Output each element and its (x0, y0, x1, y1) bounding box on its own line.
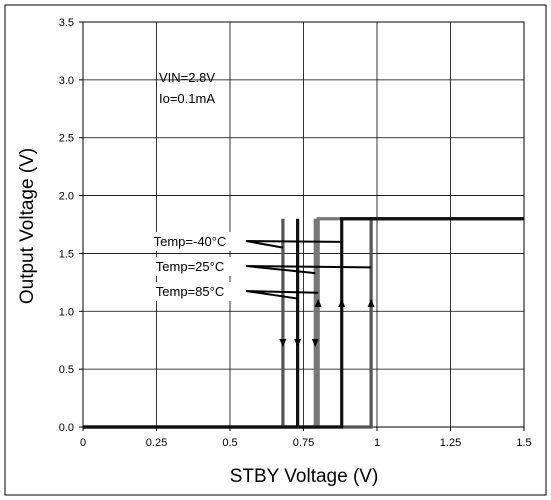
temp-label-bg (134, 257, 246, 276)
rise-arrow (367, 299, 375, 307)
series-line (83, 217, 524, 429)
y-tick-label: 1.0 (59, 306, 74, 318)
x-tick-label: 0 (80, 437, 86, 449)
temp-label-bg (134, 282, 246, 301)
y-tick-label: 2.5 (59, 133, 74, 145)
y-tick-label: 0.0 (59, 422, 74, 434)
fall-arrow (294, 339, 302, 347)
temp-label: Temp=85°C (156, 284, 224, 299)
leader-line (245, 290, 319, 294)
leader-line (245, 265, 372, 269)
y-tick-label: 3.0 (59, 75, 74, 87)
fall-arrow (279, 339, 287, 347)
fall-arrow (311, 339, 319, 347)
x-tick-label: 1 (374, 437, 380, 449)
leader-line (245, 265, 316, 275)
condition-label: Io=0.1mA (159, 91, 215, 106)
annotation-layer: VIN=2.8V Io=0.1mA Temp=-40°C Temp=25°C Temp=… (134, 70, 372, 301)
leader-line (245, 290, 298, 300)
x-tick-label: 0.25 (146, 437, 167, 449)
temp-label: Temp=25°C (156, 259, 224, 274)
x-axis-title: STBY Voltage (V) (230, 466, 379, 487)
temp-label: Temp=-40°C (154, 234, 227, 249)
y-tick-label: 2.0 (59, 191, 74, 203)
y-tick-label: 0.5 (59, 364, 74, 376)
leader-line (245, 240, 342, 243)
condition-label: VIN=2.8V (159, 70, 215, 85)
grid-layer (82, 21, 525, 428)
rise-arrow (338, 299, 346, 307)
leader-line (245, 240, 284, 249)
y-axis-title: Output Voltage (V) (17, 148, 38, 304)
temp-label-bg (134, 232, 246, 251)
x-tick-label: 0.75 (293, 437, 314, 449)
x-tick-label: 1.5 (516, 437, 531, 449)
y-tick-label: 1.5 (59, 248, 74, 260)
series-layer (83, 217, 524, 429)
y-tick-label: 3.5 (59, 17, 74, 29)
x-tick-label: 0.5 (222, 437, 237, 449)
outer-frame (4, 4, 547, 496)
rise-arrow (314, 299, 322, 307)
x-tick-label: 1.25 (440, 437, 461, 449)
tick-layer: 0.0 0.5 1.0 1.5 2.0 2.5 3.0 3.5 0 0.25 0.5 0.75 1 1.2… (59, 17, 532, 449)
